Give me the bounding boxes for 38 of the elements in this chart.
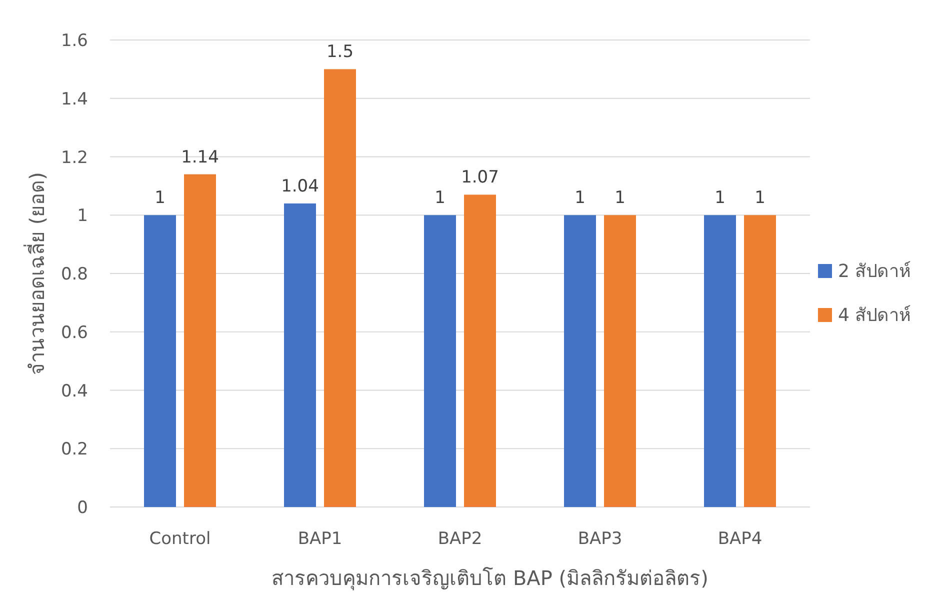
x-tick-label: BAP4 — [718, 529, 762, 549]
bar — [324, 69, 356, 507]
y-tick-label: 0.8 — [60, 264, 88, 284]
data-label: 1.14 — [181, 147, 219, 168]
x-tick-label: BAP1 — [298, 529, 342, 549]
legend-label: 2 สัปดาห์ — [838, 261, 912, 282]
x-tick-label: Control — [149, 529, 211, 549]
data-label: 1.04 — [281, 176, 319, 196]
y-tick-label: 1.2 — [60, 148, 88, 168]
y-tick-label: 0.2 — [60, 440, 88, 460]
y-tick-label: 1 — [77, 206, 88, 226]
y-tick-label: 1.4 — [60, 89, 88, 110]
bar — [184, 174, 216, 507]
data-label: 1 — [574, 188, 586, 208]
legend-label: 4 สัปดาห์ — [838, 305, 912, 326]
bar — [424, 215, 456, 507]
y-tick-label: 0.6 — [60, 322, 88, 343]
data-label: 1 — [754, 188, 766, 208]
data-label: 1.07 — [461, 168, 499, 188]
data-label: 1.5 — [326, 42, 354, 62]
bar — [604, 215, 636, 507]
bar — [564, 215, 596, 507]
bar — [464, 194, 496, 507]
y-tick-label: 0.4 — [60, 381, 88, 402]
bar — [744, 215, 776, 507]
y-axis-title: จำนวนยอดเฉลี่ย (ยอด) — [23, 172, 49, 375]
data-label: 1 — [614, 188, 626, 208]
data-label: 1 — [714, 188, 726, 208]
x-tick-label: BAP3 — [578, 529, 622, 549]
bar — [144, 215, 176, 507]
data-label: 1 — [434, 188, 446, 208]
data-label: 1 — [154, 188, 166, 208]
x-tick-label: BAP2 — [438, 529, 482, 549]
x-axis-title: สารควบคุมการเจริญเติบโต BAP (มิลลิกรัมต่อลิตร) — [272, 566, 708, 591]
bar — [284, 203, 316, 507]
y-tick-label: 0 — [77, 498, 88, 518]
y-tick-label: 1.6 — [60, 31, 88, 51]
bar — [704, 215, 736, 507]
